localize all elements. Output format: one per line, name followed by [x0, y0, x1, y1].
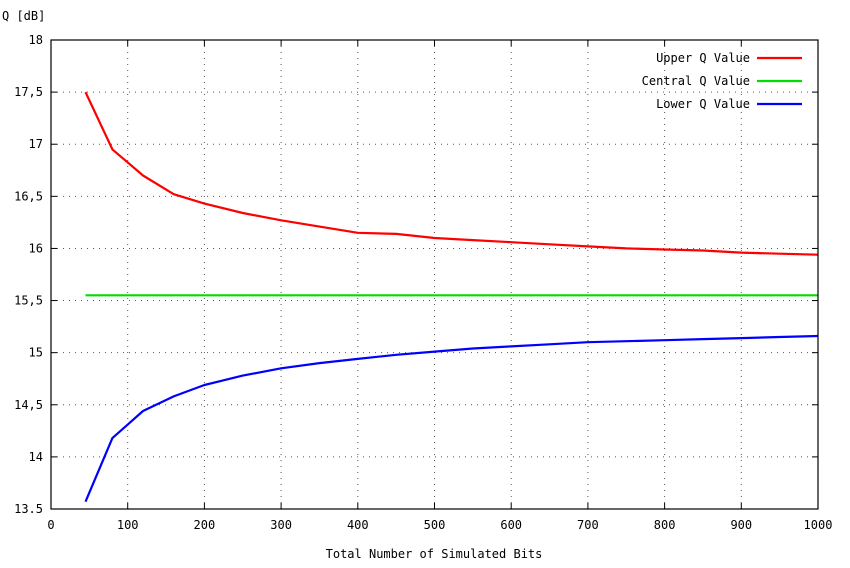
x-tick-label: 300 [270, 518, 292, 532]
series-line-upper-q-value [84, 91, 819, 256]
x-tick-label: 1000 [804, 518, 833, 532]
x-tick-label: 600 [500, 518, 522, 532]
series-line-lower-q-value [84, 334, 819, 503]
y-tick-label: 14,5 [14, 398, 43, 412]
y-tick-label: 18 [29, 33, 43, 47]
y-tick-label: 15 [29, 346, 43, 360]
legend-label-upper-q-value: Upper Q Value [656, 51, 750, 65]
x-tick-label: 100 [117, 518, 139, 532]
x-tick-label: 900 [730, 518, 752, 532]
x-axis-title: Total Number of Simulated Bits [326, 547, 543, 561]
x-tick-label: 500 [424, 518, 446, 532]
axis-ticks: 0 100 200 300 400 500 600 700 800 900 1000 13.5 14 14… [14, 33, 832, 532]
legend-label-central-q-value: Central Q Value [642, 74, 750, 88]
legend-label-lower-q-value: Lower Q Value [656, 97, 750, 111]
y-tick-label: 17 [29, 137, 43, 151]
series-lines [84, 91, 819, 503]
y-tick-label: 13.5 [14, 502, 43, 516]
y-tick-label: 16 [29, 241, 43, 255]
y-axis-title: Q [dB] [2, 9, 45, 23]
y-tick-label: 16,5 [14, 189, 43, 203]
x-tick-label: 400 [347, 518, 369, 532]
y-tick-label: 17,5 [14, 85, 43, 99]
legend: Upper Q Value Central Q Value Lower Q Valu… [642, 51, 802, 111]
plot-frame [50, 39, 819, 510]
x-tick-label: 700 [577, 518, 599, 532]
y-tick-label: 15,5 [14, 294, 43, 308]
x-tick-label: 0 [47, 518, 54, 532]
x-tick-label: 200 [194, 518, 216, 532]
y-tick-label: 14 [29, 450, 43, 464]
grid [51, 40, 818, 509]
x-tick-label: 800 [654, 518, 676, 532]
